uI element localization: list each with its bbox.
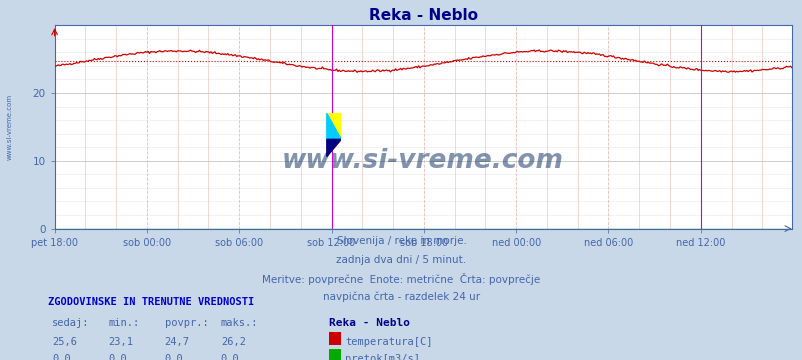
Text: www.si-vreme.com: www.si-vreme.com — [282, 148, 564, 175]
Text: 0,0: 0,0 — [52, 354, 71, 360]
Text: Reka - Neblo: Reka - Neblo — [329, 318, 410, 328]
Text: 26,2: 26,2 — [221, 337, 245, 347]
Text: temperatura[C]: temperatura[C] — [345, 337, 432, 347]
Text: 25,6: 25,6 — [52, 337, 77, 347]
Polygon shape — [326, 139, 341, 157]
Title: Reka - Neblo: Reka - Neblo — [368, 8, 477, 23]
Text: 0,0: 0,0 — [108, 354, 127, 360]
Text: 24,7: 24,7 — [164, 337, 189, 347]
Text: maks.:: maks.: — [221, 318, 258, 328]
Text: 0,0: 0,0 — [221, 354, 239, 360]
Text: zadnja dva dni / 5 minut.: zadnja dva dni / 5 minut. — [336, 255, 466, 265]
Text: povpr.:: povpr.: — [164, 318, 208, 328]
Polygon shape — [326, 113, 341, 139]
Text: pretok[m3/s]: pretok[m3/s] — [345, 354, 419, 360]
Text: 23,1: 23,1 — [108, 337, 133, 347]
Text: www.si-vreme.com: www.si-vreme.com — [6, 94, 13, 160]
Text: 0,0: 0,0 — [164, 354, 183, 360]
Text: navpična črta - razdelek 24 ur: navpična črta - razdelek 24 ur — [322, 292, 480, 302]
Polygon shape — [326, 113, 341, 139]
Text: ZGODOVINSKE IN TRENUTNE VREDNOSTI: ZGODOVINSKE IN TRENUTNE VREDNOSTI — [48, 297, 254, 307]
Text: sedaj:: sedaj: — [52, 318, 90, 328]
Text: Slovenija / reke in morje.: Slovenija / reke in morje. — [336, 236, 466, 246]
Text: Meritve: povprečne  Enote: metrične  Črta: povprečje: Meritve: povprečne Enote: metrične Črta:… — [262, 273, 540, 285]
Text: min.:: min.: — [108, 318, 140, 328]
